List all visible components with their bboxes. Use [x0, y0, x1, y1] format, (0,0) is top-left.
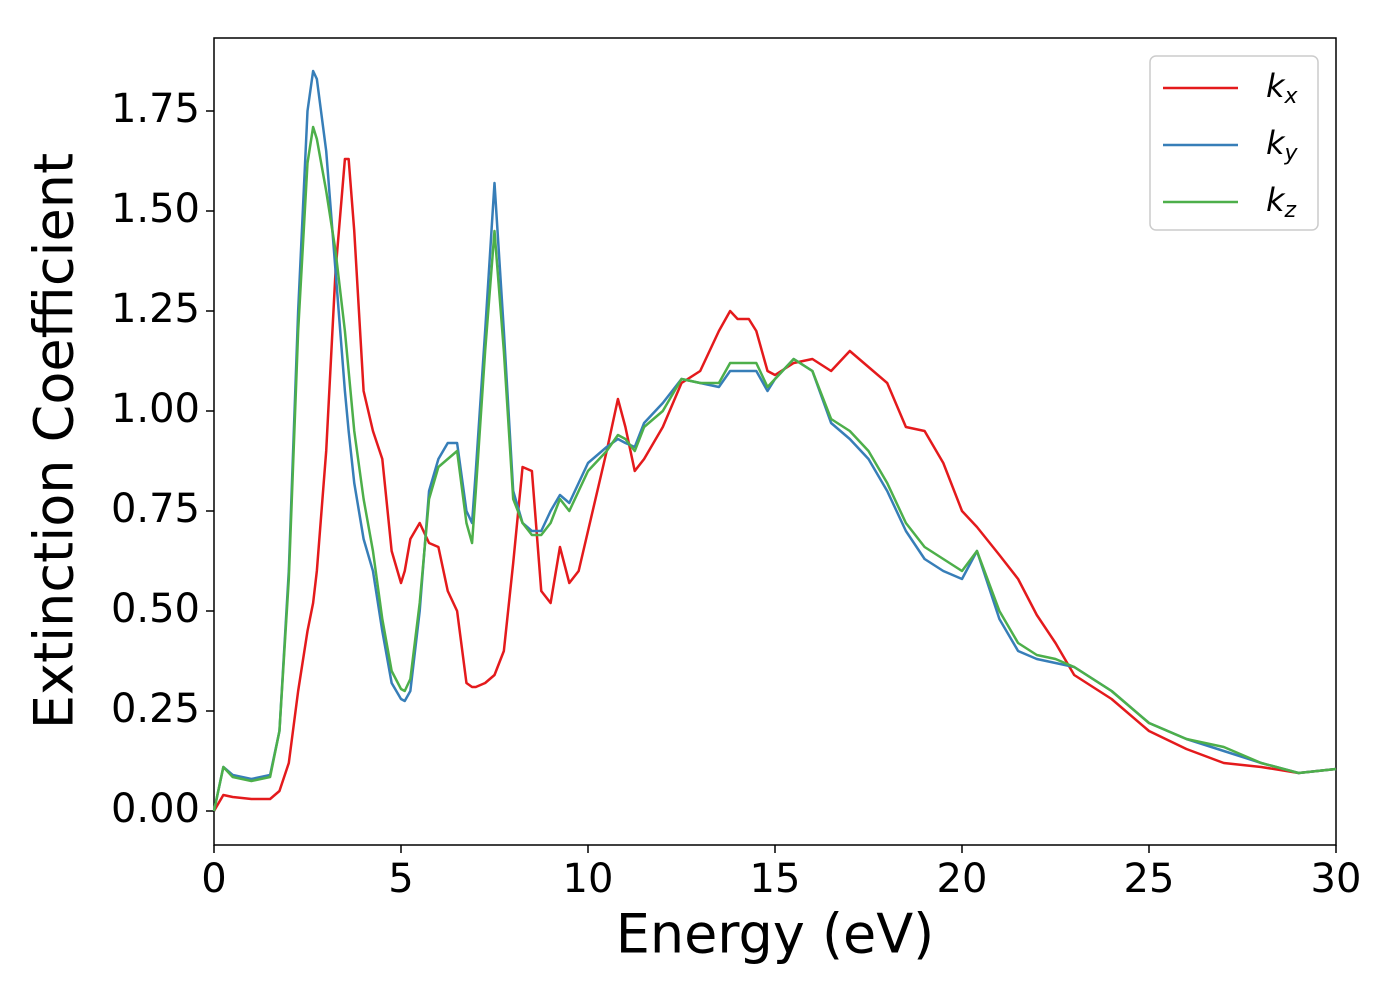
x-tick-label: 0 — [201, 856, 226, 902]
y-tick-label: 1.25 — [111, 286, 200, 332]
y-tick-label: 1.75 — [111, 86, 200, 132]
data-line — [212, 125, 1337, 812]
y-tick-label: 0.75 — [111, 486, 200, 532]
legend-label: ky — [1266, 124, 1299, 166]
legend-label: kx — [1266, 67, 1299, 109]
x-tick-label: 5 — [388, 856, 413, 902]
y-tick-label: 0.25 — [111, 686, 200, 732]
legend-label: kz — [1266, 181, 1297, 223]
data-line — [212, 157, 1337, 812]
y-tick-label: 0.50 — [111, 586, 200, 632]
x-tick-label: 30 — [1311, 856, 1362, 902]
y-tick-label: 1.50 — [111, 186, 200, 232]
data-line — [212, 69, 1337, 812]
legend-box — [1149, 55, 1319, 231]
x-tick-label: 25 — [1124, 856, 1175, 902]
x-tick-label: 15 — [750, 856, 801, 902]
x-tick-label: 10 — [563, 856, 614, 902]
y-tick-label: 1.00 — [111, 386, 200, 432]
x-tick-label: 20 — [937, 856, 988, 902]
y-axis-label: Extinction Coefficient — [23, 153, 86, 729]
y-tick-label: 0.00 — [111, 786, 200, 832]
x-axis-label: Energy (eV) — [616, 903, 935, 966]
